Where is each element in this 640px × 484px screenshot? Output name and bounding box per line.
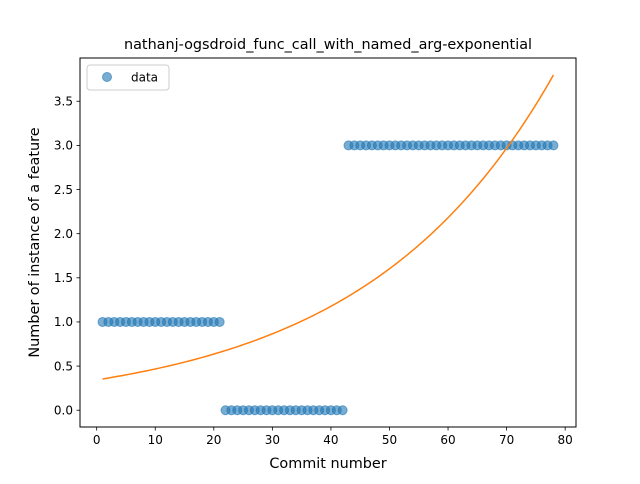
x-tick-label: 20	[206, 433, 221, 447]
legend: data	[86, 64, 170, 91]
x-tick-label: 80	[558, 433, 573, 447]
data-point	[548, 140, 559, 151]
y-tick-label: 1.0	[54, 315, 73, 329]
y-tick-label: 0.0	[54, 404, 73, 418]
y-tick-label: 2.0	[54, 227, 73, 241]
legend-marker-data	[102, 72, 112, 82]
x-tick-label: 60	[440, 433, 455, 447]
data-point	[214, 316, 225, 327]
data-point	[337, 405, 348, 416]
chart-title: nathanj-ogsdroid_func_call_with_named_ar…	[124, 37, 532, 53]
legend-label-data: data	[131, 71, 158, 85]
x-tick-label: 10	[148, 433, 163, 447]
x-tick-label: 50	[382, 433, 397, 447]
plot-area	[79, 57, 577, 428]
y-tick-label: 2.5	[54, 183, 73, 197]
x-tick-label: 0	[93, 433, 101, 447]
x-axis-label: Commit number	[269, 456, 386, 472]
x-tick-label: 30	[265, 433, 280, 447]
y-axis-ticks: 0.0 0.5 1.0 1.5 2.0 2.5 3.0 3.5	[54, 95, 80, 418]
exponential-fit-line	[102, 74, 555, 380]
x-axis-ticks: 0 10 20 30 40 50 60 70 80	[93, 427, 573, 447]
x-tick-label: 70	[499, 433, 514, 447]
y-tick-label: 1.5	[54, 271, 73, 285]
series-layer	[97, 74, 559, 416]
x-tick-label: 40	[323, 433, 338, 447]
axes-frame	[79, 57, 577, 428]
y-tick-label: 3.0	[54, 139, 73, 153]
y-axis-label: Number of instance of a feature	[27, 127, 43, 357]
legend-frame	[86, 64, 170, 91]
y-tick-label: 0.5	[54, 359, 73, 373]
y-tick-label: 3.5	[54, 95, 73, 109]
